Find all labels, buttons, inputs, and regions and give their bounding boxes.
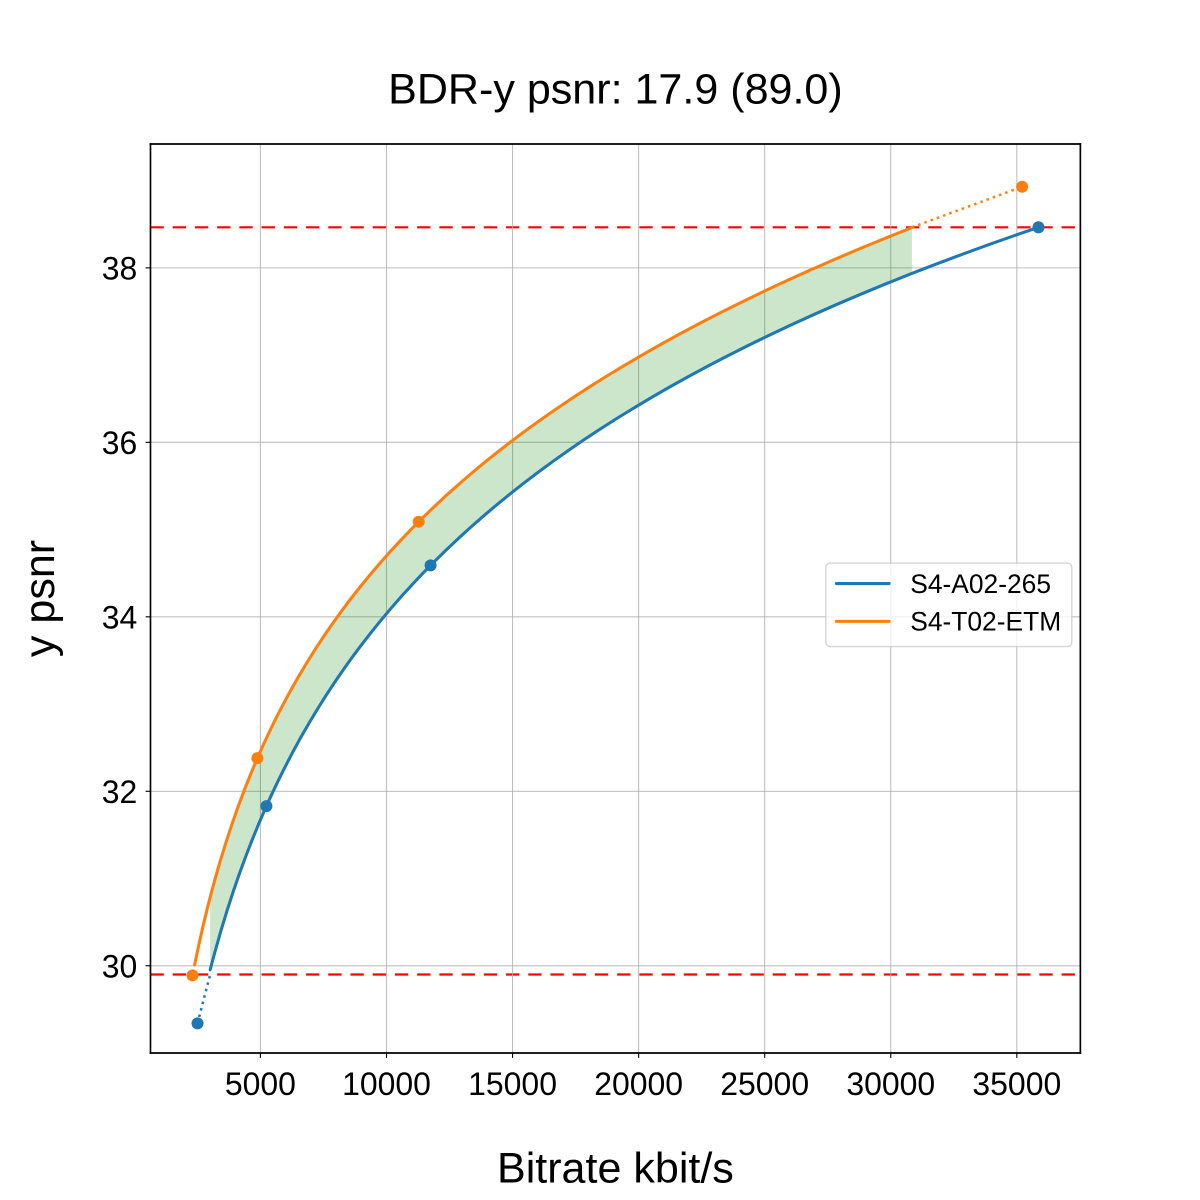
svg-text:30: 30 — [102, 948, 138, 984]
svg-text:y psnr: y psnr — [16, 540, 64, 657]
svg-text:34: 34 — [102, 599, 138, 635]
svg-text:32: 32 — [102, 774, 138, 810]
svg-text:Bitrate kbit/s: Bitrate kbit/s — [497, 1145, 734, 1193]
svg-text:10000: 10000 — [342, 1066, 431, 1102]
svg-text:S4-T02-ETM: S4-T02-ETM — [910, 607, 1061, 637]
svg-text:30000: 30000 — [846, 1066, 935, 1102]
svg-text:S4-A02-265: S4-A02-265 — [910, 569, 1051, 599]
svg-text:20000: 20000 — [594, 1066, 683, 1102]
svg-text:15000: 15000 — [468, 1066, 557, 1102]
svg-text:38: 38 — [102, 250, 138, 286]
svg-text:25000: 25000 — [720, 1066, 809, 1102]
svg-text:5000: 5000 — [225, 1066, 296, 1102]
svg-text:36: 36 — [102, 425, 138, 461]
svg-text:BDR-y psnr: 17.9 (89.0): BDR-y psnr: 17.9 (89.0) — [388, 66, 843, 114]
svg-text:35000: 35000 — [972, 1066, 1061, 1102]
